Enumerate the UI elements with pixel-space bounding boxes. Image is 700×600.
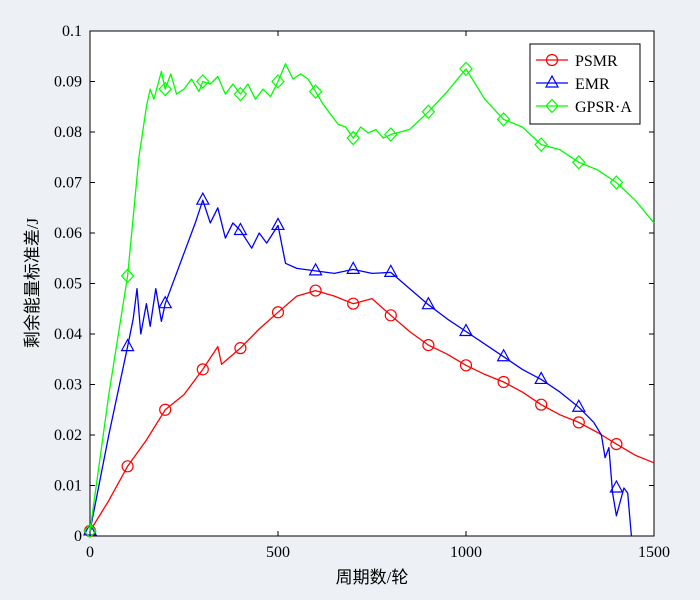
y-tick-label: 0.02	[54, 427, 82, 444]
data-point	[421, 104, 436, 120]
series-line	[89, 63, 655, 532]
data-point	[535, 398, 548, 411]
series-line	[89, 289, 655, 532]
data-point	[271, 74, 285, 89]
data-point	[233, 222, 248, 236]
data-point	[610, 437, 623, 451]
data-point	[233, 86, 248, 102]
data-point	[195, 191, 210, 205]
series-EMR	[82, 191, 633, 537]
data-point	[571, 398, 586, 412]
y-tick-label: 0	[74, 528, 82, 545]
data-point	[421, 296, 436, 310]
data-point	[534, 371, 549, 385]
data-point	[458, 323, 474, 337]
data-point	[459, 359, 473, 372]
data-point	[383, 127, 398, 142]
data-point	[82, 522, 98, 536]
data-point	[195, 74, 210, 89]
y-tick-label: 0.05	[54, 276, 82, 293]
data-point	[571, 154, 586, 170]
legend-label: EMR	[575, 76, 610, 93]
data-point	[270, 217, 286, 231]
data-point	[384, 309, 397, 322]
series-layer	[82, 61, 655, 539]
data-point	[158, 295, 173, 309]
x-tick-label: 500	[266, 544, 290, 561]
y-tick-label: 0.07	[54, 175, 82, 192]
legend-marker	[545, 98, 559, 114]
data-point	[196, 363, 209, 376]
series-GPSR·A	[83, 61, 655, 539]
y-tick-label: 0.01	[54, 478, 82, 495]
x-tick-label: 0	[86, 544, 94, 561]
data-point	[496, 111, 511, 127]
data-point	[158, 81, 173, 97]
data-point	[309, 284, 322, 297]
y-tick-label: 0.06	[54, 225, 82, 242]
data-point	[347, 297, 360, 310]
data-point	[609, 175, 624, 190]
data-point	[459, 61, 473, 77]
data-point	[383, 264, 398, 277]
data-point	[120, 338, 135, 352]
data-point	[497, 375, 510, 389]
x-axis-label: 周期数/轮	[336, 568, 409, 587]
data-point	[121, 460, 134, 473]
y-tick-label: 0.08	[54, 124, 82, 141]
y-tick-label: 0.09	[54, 74, 82, 91]
legend-marker	[544, 74, 560, 88]
data-point	[346, 130, 361, 146]
y-axis-label: 剩余能量标准差/J	[23, 217, 42, 348]
legend: PSMR EMR GPSR·A	[529, 43, 641, 125]
legend-label: GPSR·A	[575, 99, 632, 116]
series-PSMR	[83, 284, 655, 538]
data-point	[422, 339, 435, 352]
data-point	[120, 268, 135, 284]
axis-ticks: 0 500 1000 1500 0 0.01 0.02 0.03 0.04 0.05 0.06 0.0…	[54, 23, 670, 561]
legend-marker	[545, 53, 559, 67]
legend-label: PSMR	[575, 53, 618, 70]
x-tick-label: 1000	[450, 544, 482, 561]
data-point	[346, 261, 361, 274]
y-tick-label: 0.04	[54, 326, 82, 343]
data-point	[496, 348, 511, 362]
y-tick-label: 0.03	[54, 377, 82, 394]
data-point	[308, 84, 323, 99]
legend-box	[529, 43, 641, 125]
data-point	[609, 479, 624, 493]
series-line	[89, 199, 633, 537]
data-point	[308, 262, 323, 276]
data-point	[234, 342, 247, 355]
data-point	[572, 416, 585, 429]
data-point	[271, 306, 285, 319]
x-tick-label: 1500	[638, 544, 670, 561]
data-point	[159, 403, 172, 416]
data-point	[534, 137, 549, 153]
data-point	[83, 523, 97, 539]
y-tick-label: 0.1	[62, 23, 82, 40]
